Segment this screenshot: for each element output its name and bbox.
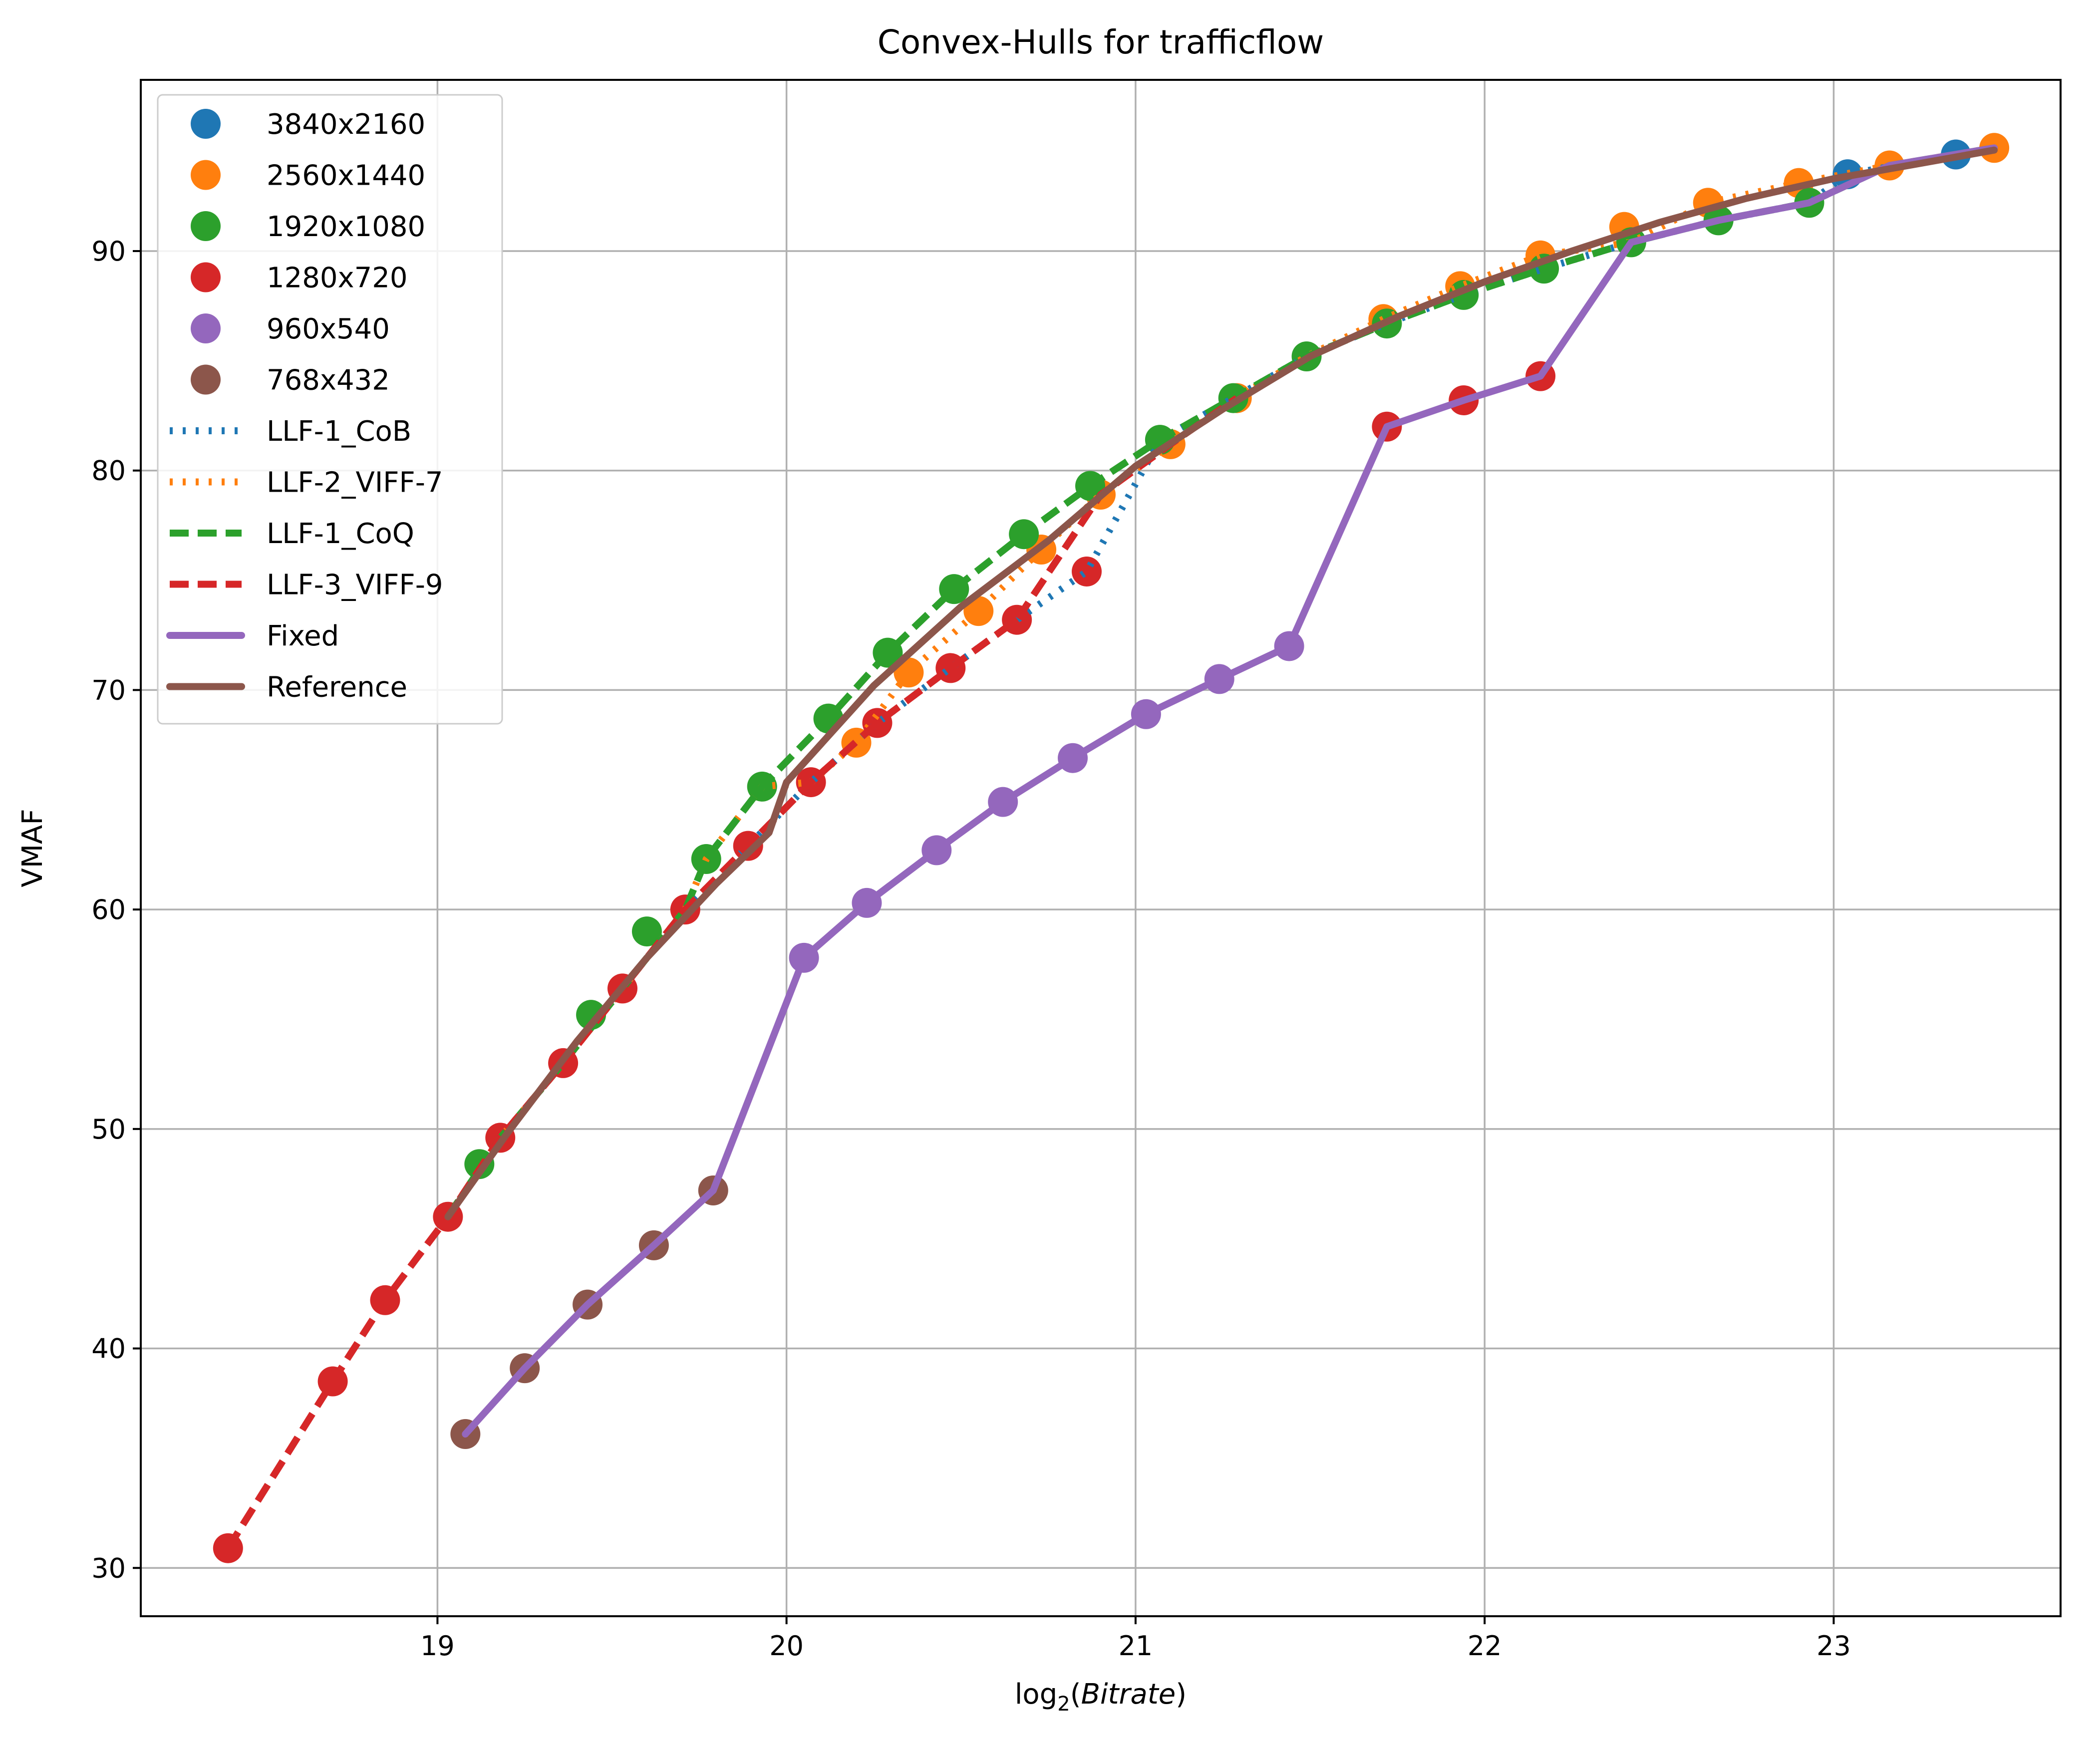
plot-frame: [140, 79, 2062, 1617]
legend-label-960x540: 960x540: [267, 313, 390, 345]
legend-marker-960x540: [191, 313, 221, 343]
legend-label-1920x1080: 1920x1080: [267, 211, 425, 243]
scatter-point-2560x1440: [963, 596, 994, 626]
legend-box: [157, 94, 503, 725]
legend-label-3840x2160: 3840x2160: [267, 108, 425, 141]
legend-marker-2560x1440: [191, 160, 221, 190]
scatter-point-1280x720: [1072, 556, 1102, 586]
legend-label-fixed: Fixed: [267, 620, 339, 652]
series-layer: [213, 133, 2010, 1563]
series-line-reference: [444, 146, 1998, 1220]
x-axis-label-variable: Bitrate: [1081, 1678, 1176, 1711]
x-tick-label: 23: [1816, 1630, 1851, 1662]
y-tick-label: 50: [91, 1114, 126, 1145]
x-tick-label: 22: [1468, 1630, 1502, 1662]
legend-label-llf-1-coq: LLF-1_CoQ: [267, 518, 414, 550]
legend-label-llf-3-viff-9: LLF-3_VIFF-9: [267, 569, 443, 601]
scatter-point-1920x1080: [631, 916, 662, 947]
x-tick-label: 19: [420, 1630, 455, 1662]
x-axis-label-argument: (Bitrate): [1070, 1678, 1187, 1711]
y-tick-label: 60: [91, 894, 126, 925]
legend-label-llf-1-cob: LLF-1_CoB: [267, 415, 411, 448]
y-axis-label: VMAF: [16, 809, 49, 887]
y-tick-label: 40: [91, 1333, 126, 1365]
y-tick-label: 70: [91, 674, 126, 706]
chart-title: Convex-Hulls for trafficflow: [878, 23, 1324, 61]
legend-label-llf-2-viff-7: LLF-2_VIFF-7: [267, 467, 443, 499]
x-axis-label: log2(Bitrate): [1015, 1678, 1187, 1716]
tick-layer: 19 20 21 22 23 30 40 50 60 70 80 90: [91, 236, 1851, 1662]
y-tick-label: 90: [91, 236, 126, 267]
x-tick-label: 20: [769, 1630, 804, 1662]
x-axis-label-base: log: [1015, 1678, 1057, 1711]
grid-layer: [141, 80, 2061, 1616]
legend-label-2560x1440: 2560x1440: [267, 160, 425, 192]
legend-marker-1920x1080: [191, 211, 221, 241]
legend-marker-1280x720: [191, 262, 221, 292]
series-line-llf-3-viff-9: [225, 395, 1239, 1550]
series-line-fixed: [462, 144, 1998, 1438]
legend-label-1280x720: 1280x720: [267, 262, 408, 294]
x-axis-label-subscript: 2: [1057, 1693, 1070, 1716]
legend-label-768x432: 768x432: [267, 364, 390, 397]
y-tick-label: 80: [91, 455, 126, 487]
legend: 3840x2160 2560x1440 1920x1080 1280x720 960x5…: [157, 94, 503, 725]
legend-marker-768x432: [191, 364, 221, 395]
legend-marker-3840x2160: [191, 109, 221, 139]
x-tick-label: 21: [1119, 1630, 1153, 1662]
y-tick-label: 30: [91, 1552, 126, 1584]
legend-label-reference: Reference: [267, 671, 407, 704]
